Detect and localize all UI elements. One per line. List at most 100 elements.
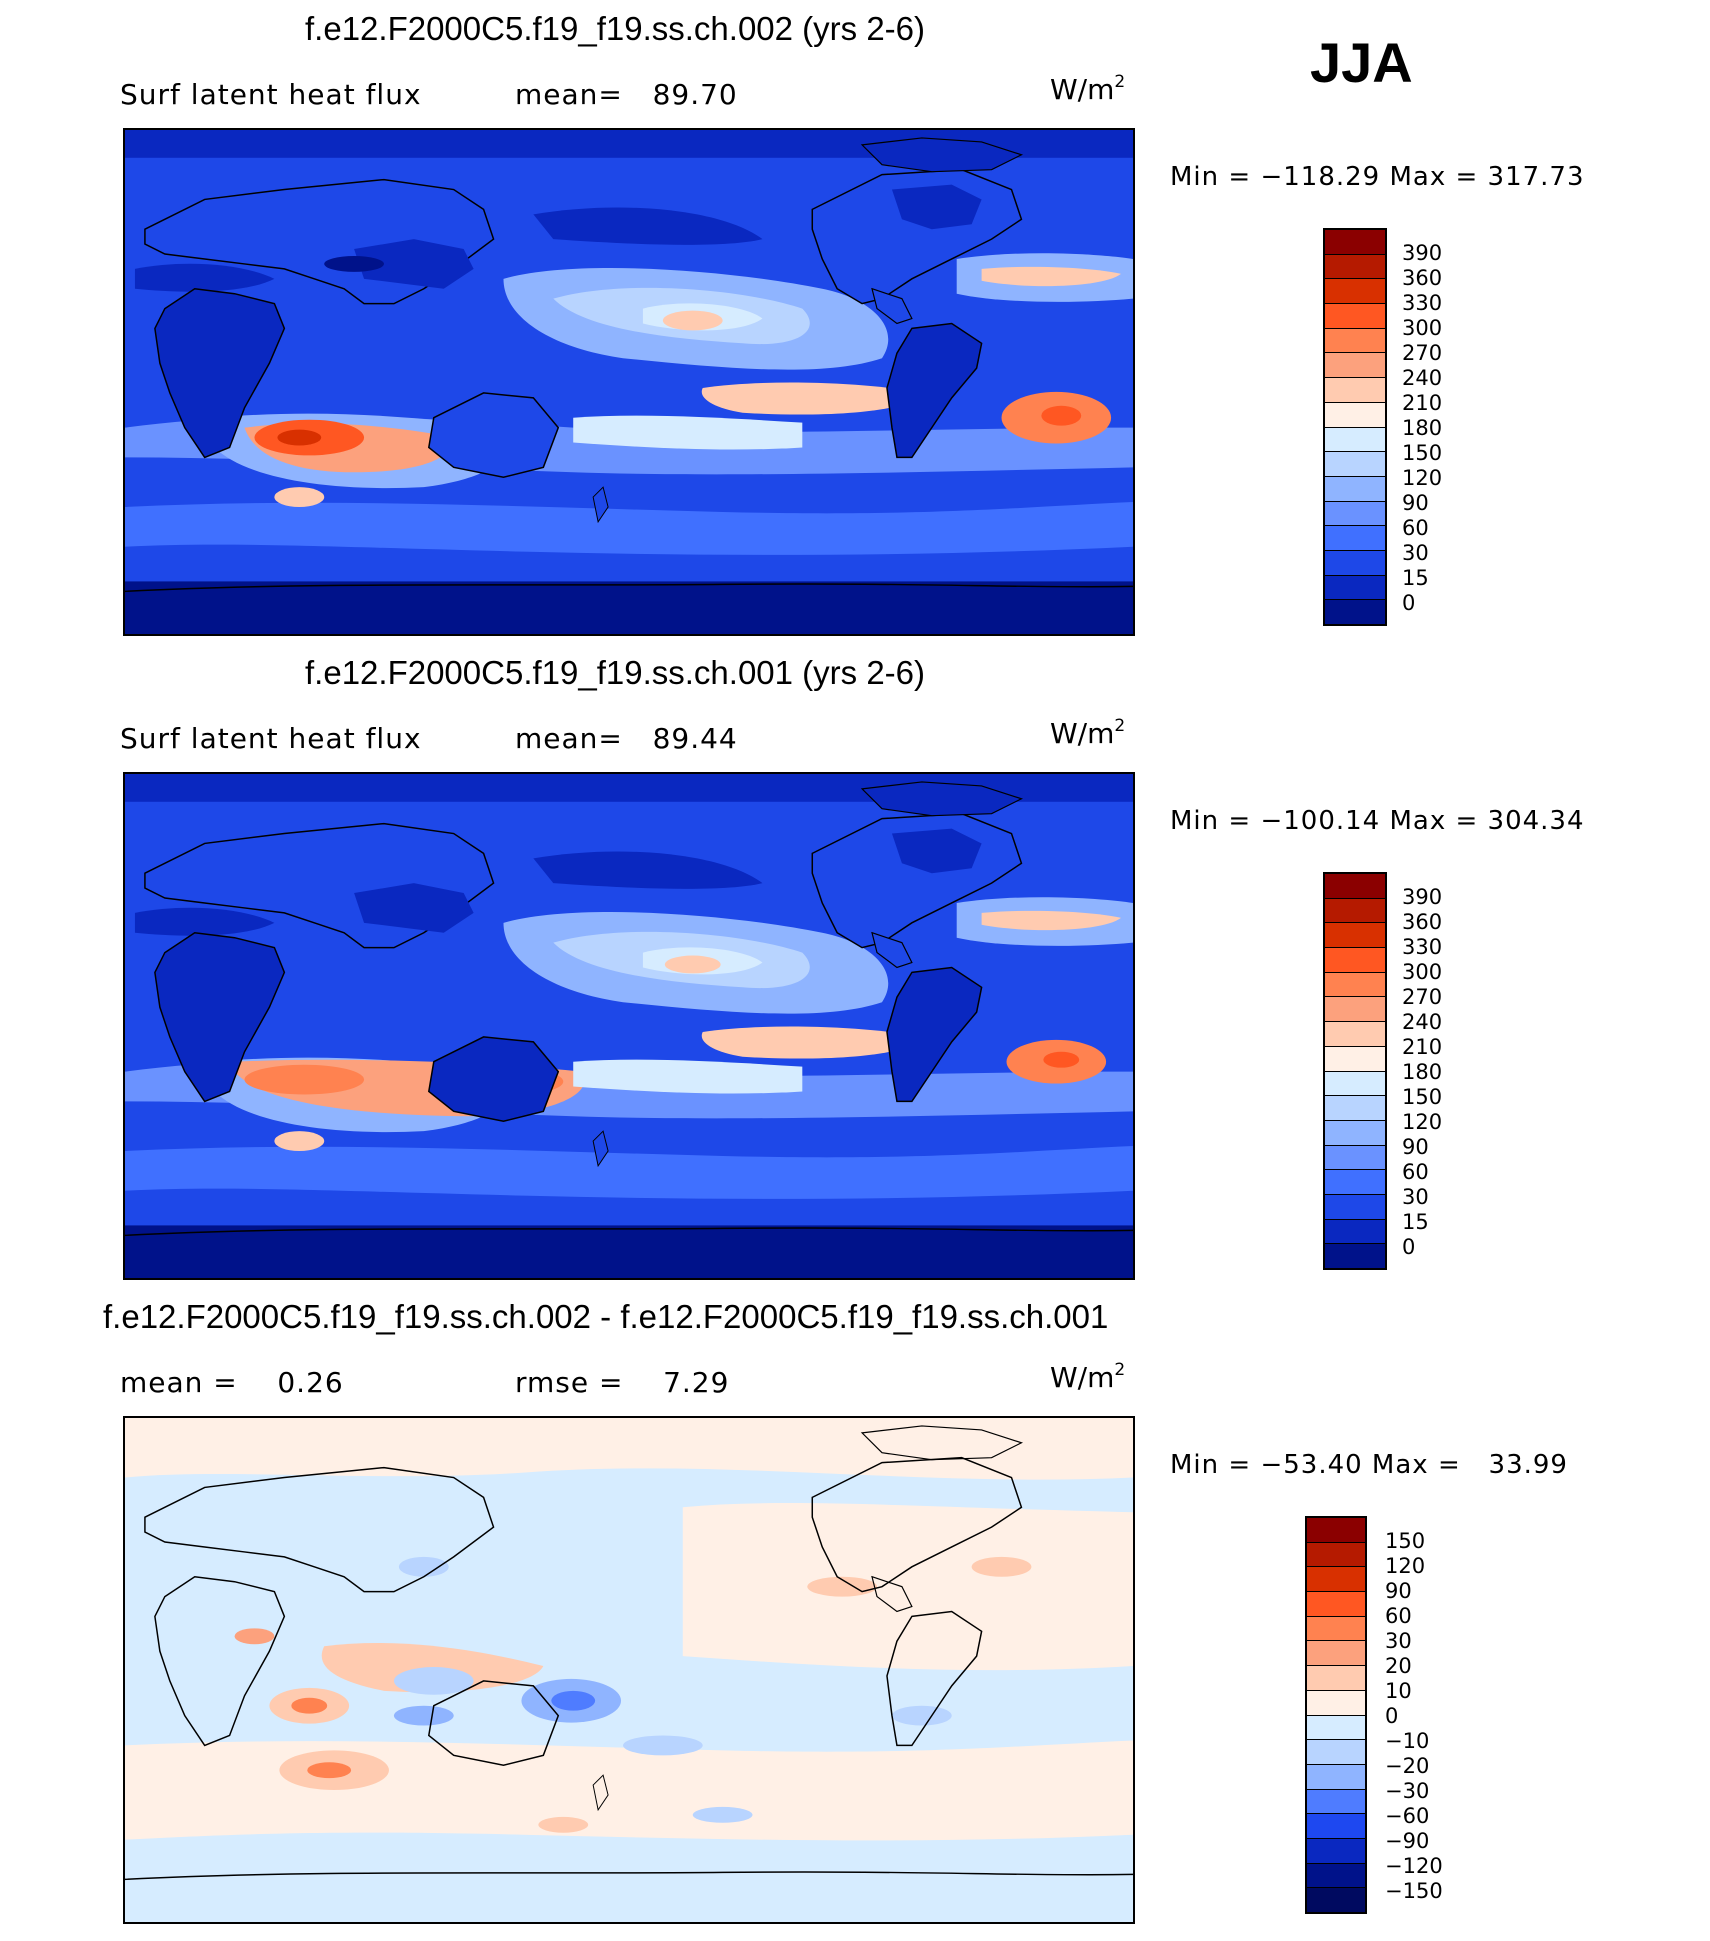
colorbar-tick-label: 150: [1402, 441, 1443, 465]
colorbar-tick-label: 90: [1402, 1135, 1429, 1159]
panel3-map-graphic: [125, 1418, 1133, 1922]
colorbar-swatch: [1307, 1789, 1365, 1815]
colorbar-swatch: [1325, 1244, 1385, 1268]
panel1-colorbar: [1323, 228, 1387, 626]
colorbar-tick-label: 360: [1402, 910, 1443, 934]
colorbar-tick-label: 150: [1402, 1085, 1443, 1109]
panel2-colorbar: [1323, 872, 1387, 1270]
panel2-variable-label: Surf latent heat flux: [120, 722, 422, 755]
colorbar-tick-label: −10: [1385, 1729, 1430, 1753]
colorbar-tick-label: 390: [1402, 241, 1443, 265]
colorbar-tick-label: −30: [1385, 1779, 1430, 1803]
colorbar-swatch: [1325, 1194, 1385, 1220]
colorbar-swatch: [1307, 1616, 1365, 1642]
colorbar-swatch: [1307, 1715, 1365, 1741]
panel3-colorbar: [1305, 1516, 1367, 1914]
colorbar-swatch: [1325, 230, 1385, 255]
colorbar-swatch: [1307, 1690, 1365, 1716]
colorbar-swatch: [1307, 1542, 1365, 1568]
colorbar-swatch: [1325, 997, 1385, 1023]
panel3-mean-label: mean = 0.26: [120, 1366, 344, 1399]
colorbar-swatch: [1307, 1518, 1365, 1543]
colorbar-swatch: [1325, 279, 1385, 305]
panel3-map: [123, 1416, 1135, 1924]
colorbar-tick-label: 0: [1402, 591, 1416, 615]
colorbar-tick-label: −60: [1385, 1804, 1430, 1828]
colorbar-swatch: [1325, 353, 1385, 379]
colorbar-tick-label: 90: [1385, 1579, 1412, 1603]
panel2-minmax: Min = −100.14 Max = 304.34: [1170, 806, 1585, 836]
colorbar-tick-label: 120: [1385, 1554, 1426, 1578]
colorbar-swatch: [1307, 1641, 1365, 1667]
colorbar-tick-label: 150: [1385, 1529, 1426, 1553]
colorbar-swatch: [1325, 1046, 1385, 1072]
panel1-mean-label: mean= 89.70: [515, 78, 738, 111]
colorbar-swatch: [1325, 923, 1385, 949]
colorbar-tick-label: 270: [1402, 985, 1443, 1009]
colorbar-swatch: [1325, 1219, 1385, 1245]
panel1-variable-label: Surf latent heat flux: [120, 78, 422, 111]
colorbar-tick-label: −90: [1385, 1829, 1430, 1853]
colorbar-tick-label: 0: [1402, 1235, 1416, 1259]
panel1-colorbar-labels: 390 360 330 300 270 240 210 180 150 120 90 60 30 15 0: [1402, 241, 1442, 616]
colorbar-swatch: [1325, 1170, 1385, 1195]
colorbar-swatch: [1325, 476, 1385, 502]
colorbar-swatch: [1325, 378, 1385, 403]
panel3-rmse-label: rmse = 7.29: [515, 1366, 730, 1399]
colorbar-tick-label: 180: [1402, 416, 1443, 440]
colorbar-swatch: [1325, 1145, 1385, 1171]
colorbar-swatch: [1307, 1764, 1365, 1790]
colorbar-tick-label: 30: [1402, 1185, 1429, 1209]
panel1-minmax: Min = −118.29 Max = 317.73: [1170, 162, 1585, 192]
colorbar-swatch: [1325, 402, 1385, 428]
panel3-colorbar-labels: 150 120 90 60 30 20 10 0 −10 −20 −30 −60 −90 −120 −150: [1385, 1529, 1443, 1904]
panel1-map-graphic: [125, 130, 1133, 634]
colorbar-tick-label: 60: [1402, 516, 1429, 540]
colorbar-swatch: [1307, 1567, 1365, 1593]
season-label: JJA: [1310, 31, 1413, 94]
colorbar-swatch: [1325, 972, 1385, 998]
colorbar-swatch: [1325, 600, 1385, 624]
panel3-minmax: Min = −53.40 Max = 33.99: [1170, 1450, 1568, 1480]
colorbar-swatch: [1325, 427, 1385, 453]
colorbar-swatch: [1307, 1838, 1365, 1864]
colorbar-tick-label: 270: [1402, 341, 1443, 365]
colorbar-tick-label: 90: [1402, 491, 1429, 515]
colorbar-swatch: [1307, 1740, 1365, 1765]
colorbar-swatch: [1325, 501, 1385, 527]
colorbar-swatch: [1325, 550, 1385, 576]
colorbar-tick-label: 30: [1385, 1629, 1412, 1653]
colorbar-swatch: [1325, 1071, 1385, 1097]
panel3-units: W/m2: [1050, 1360, 1126, 1394]
colorbar-tick-label: 390: [1402, 885, 1443, 909]
colorbar-tick-label: 15: [1402, 1210, 1429, 1234]
colorbar-tick-label: 210: [1402, 1035, 1443, 1059]
panel2-map-graphic: [125, 774, 1133, 1278]
colorbar-swatch: [1325, 898, 1385, 924]
panel2-mean-label: mean= 89.44: [515, 722, 738, 755]
colorbar-swatch: [1325, 452, 1385, 477]
colorbar-swatch: [1325, 304, 1385, 329]
colorbar-tick-label: 330: [1402, 935, 1443, 959]
colorbar-swatch: [1325, 1022, 1385, 1047]
colorbar-tick-label: 210: [1402, 391, 1443, 415]
colorbar-tick-label: −20: [1385, 1754, 1430, 1778]
colorbar-tick-label: 180: [1402, 1060, 1443, 1084]
colorbar-tick-label: 330: [1402, 291, 1443, 315]
colorbar-tick-label: 15: [1402, 566, 1429, 590]
colorbar-tick-label: 120: [1402, 1110, 1443, 1134]
panel3-title: f.e12.F2000C5.f19_f19.ss.ch.002 - f.e12.…: [103, 1298, 1109, 1335]
panel1-units: W/m2: [1050, 72, 1126, 106]
colorbar-swatch: [1325, 874, 1385, 899]
panel1-title: f.e12.F2000C5.f19_f19.ss.ch.002 (yrs 2-6…: [305, 10, 926, 47]
colorbar-swatch: [1325, 948, 1385, 973]
colorbar-tick-label: 0: [1385, 1704, 1399, 1728]
colorbar-swatch: [1325, 328, 1385, 354]
colorbar-tick-label: 240: [1402, 366, 1443, 390]
colorbar-tick-label: 10: [1385, 1679, 1412, 1703]
colorbar-tick-label: 300: [1402, 316, 1443, 340]
colorbar-tick-label: 120: [1402, 466, 1443, 490]
colorbar-tick-label: −150: [1385, 1879, 1443, 1903]
colorbar-tick-label: 240: [1402, 1010, 1443, 1034]
colorbar-swatch: [1325, 254, 1385, 280]
